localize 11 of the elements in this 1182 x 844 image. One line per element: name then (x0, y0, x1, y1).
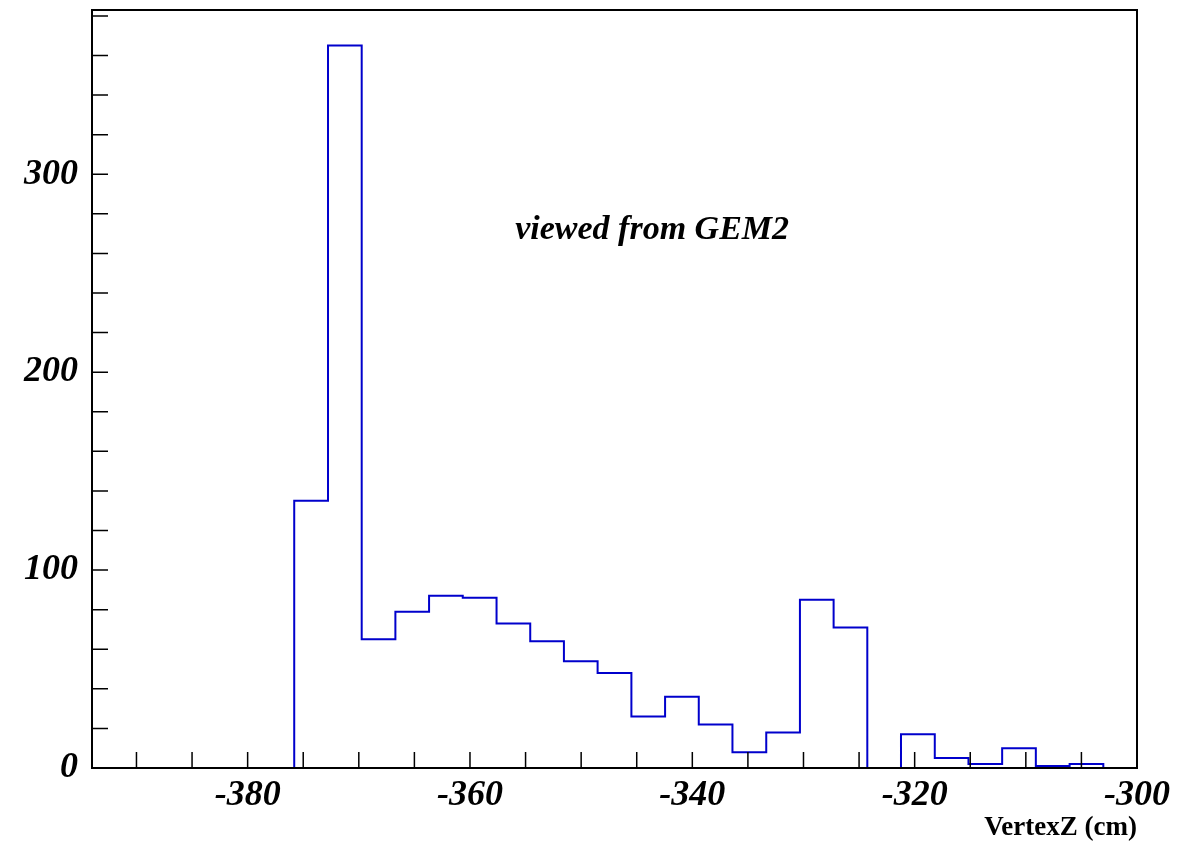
x-tick-label: -360 (436, 772, 503, 813)
annotation: viewed from GEM2 (515, 208, 790, 246)
y-tick-label: 100 (24, 547, 78, 588)
x-axis-title: VertexZ (cm) (984, 811, 1137, 842)
x-tick-label: -320 (881, 772, 948, 813)
y-tick-label: 0 (60, 745, 78, 786)
x-tick-label: -380 (214, 772, 281, 813)
x-tick-label: -340 (659, 772, 726, 813)
y-tick-label: 200 (23, 349, 78, 390)
y-tick-label: 300 (23, 151, 78, 192)
x-tick-label: -300 (1104, 772, 1170, 813)
